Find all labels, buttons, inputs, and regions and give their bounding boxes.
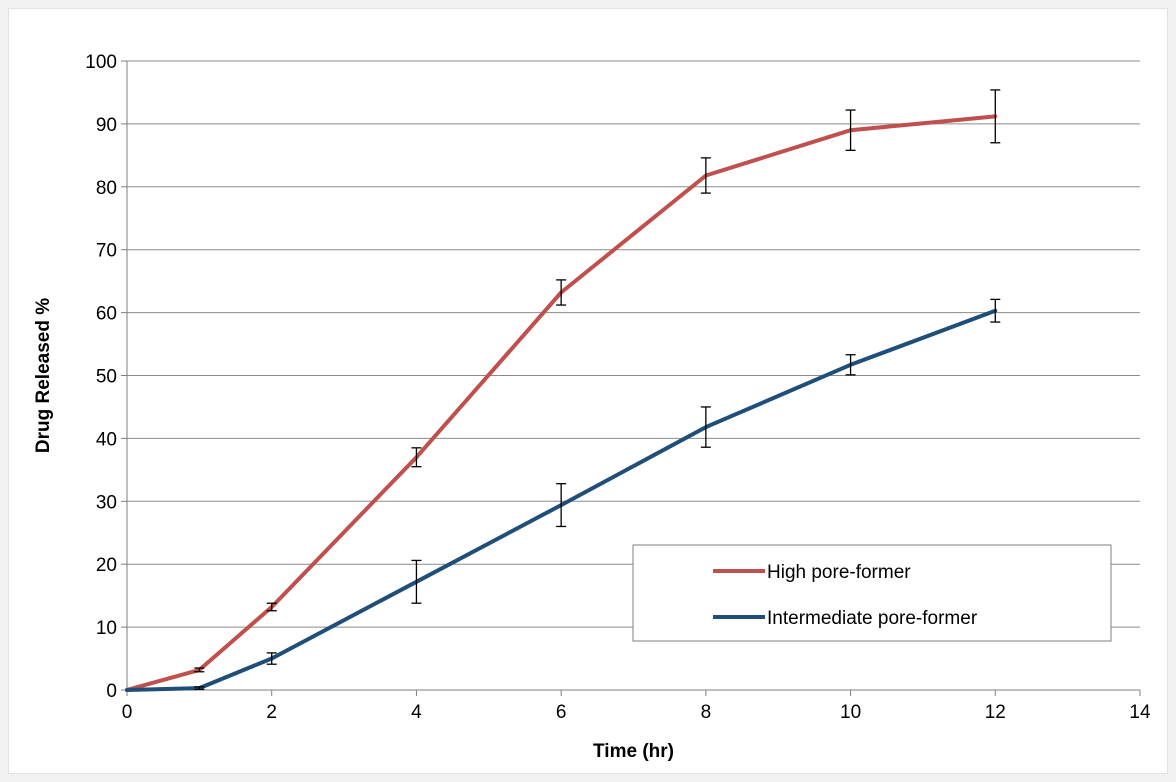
y-tick-label-0: 0 — [106, 681, 117, 702]
error-bar-0-4 — [556, 279, 567, 306]
error-bar-1-2 — [266, 652, 277, 665]
x-tick-label-14: 14 — [1129, 702, 1151, 723]
gridlines — [127, 60, 1140, 628]
error-bar-0-2 — [266, 602, 277, 612]
y-tick-label-20: 20 — [96, 555, 117, 576]
y-tick-label-90: 90 — [96, 115, 117, 136]
y-tick-label-50: 50 — [96, 367, 117, 388]
error-bar-1-7 — [990, 298, 1001, 323]
error-bar-0-1 — [194, 667, 205, 673]
y-tick-label-60: 60 — [96, 304, 117, 325]
y-axis-ticks: 0 10 20 30 40 50 60 70 80 90 100 — [85, 52, 127, 702]
y-tick-label-10: 10 — [96, 618, 117, 639]
y-axis-title: Drug Released % — [33, 298, 54, 453]
error-bar-1-6 — [845, 354, 856, 376]
series-line-0 — [125, 114, 998, 692]
legend-label-1: Intermediate pore-former — [767, 608, 978, 629]
legend-box — [632, 544, 1112, 642]
x-tick-label-12: 12 — [985, 702, 1006, 723]
error-bar-0-6 — [845, 109, 856, 151]
error-bar-0-7 — [990, 89, 1001, 144]
x-tick-label-8: 8 — [701, 702, 712, 723]
x-tick-label-2: 2 — [266, 702, 277, 723]
error-bar-1-5 — [700, 406, 711, 448]
y-tick-label-100: 100 — [85, 52, 117, 73]
error-bar-0-5 — [700, 157, 711, 194]
x-tick-label-6: 6 — [556, 702, 567, 723]
error-bar-1-1 — [194, 686, 205, 691]
x-tick-label-0: 0 — [122, 702, 133, 723]
y-tick-label-30: 30 — [96, 492, 117, 513]
legend: High pore-former Intermediate pore-former — [632, 544, 1112, 642]
chart-frame: 0 10 20 30 40 50 60 70 80 90 100 0 2 4 6 8 10 12 14 Time … — [8, 8, 1168, 774]
x-axis-title: Time (hr) — [593, 741, 674, 762]
line-chart: 0 10 20 30 40 50 60 70 80 90 100 0 2 4 6 8 10 12 14 Time … — [33, 52, 1151, 762]
y-tick-label-70: 70 — [96, 241, 117, 262]
y-tick-label-80: 80 — [96, 178, 117, 199]
error-bar-0-3 — [411, 447, 422, 468]
legend-label-0: High pore-former — [767, 562, 911, 583]
y-tick-label-40: 40 — [96, 429, 117, 450]
x-axis-ticks: 0 2 4 6 8 10 12 14 — [122, 690, 1151, 723]
x-tick-label-10: 10 — [840, 702, 861, 723]
error-bar-1-4 — [556, 483, 567, 528]
series-group — [125, 89, 1001, 692]
x-tick-label-4: 4 — [411, 702, 422, 723]
error-bar-1-3 — [411, 559, 422, 604]
series-line-1 — [125, 308, 998, 692]
